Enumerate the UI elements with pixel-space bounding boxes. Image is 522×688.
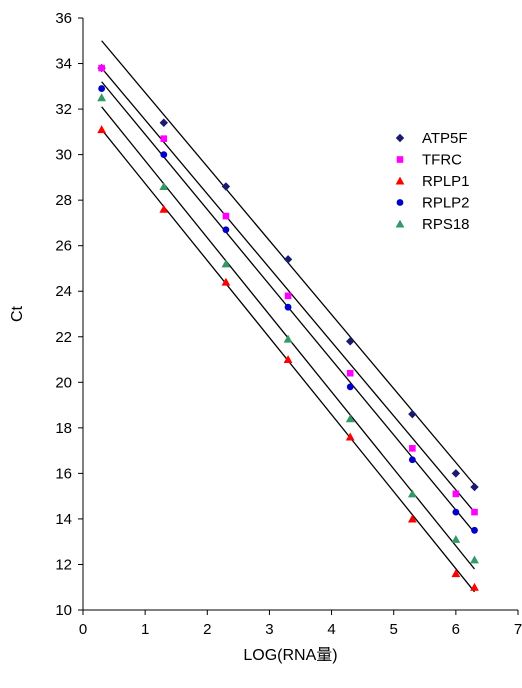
axes	[82, 18, 518, 611]
point-rplp1	[283, 355, 293, 364]
point-rps18	[470, 555, 479, 564]
point-rplp2	[222, 226, 230, 234]
y-tick-label: 32	[55, 101, 72, 118]
x-tick-label: 0	[79, 621, 87, 638]
point-tfrc	[346, 369, 354, 377]
point-atp5f	[470, 482, 479, 492]
point-rps18	[407, 489, 417, 498]
y-tick-label: 26	[55, 238, 72, 255]
point-atp5f	[451, 469, 461, 478]
point-tfrc	[222, 212, 230, 220]
legend-marker-rplp2	[396, 199, 404, 206]
point-atp5f	[221, 182, 231, 191]
x-tick-label: 5	[390, 621, 398, 638]
point-tfrc	[452, 490, 460, 498]
fit-line-tfrc	[101, 67, 475, 513]
x-tick-label: 1	[141, 621, 149, 638]
y-tick-label: 18	[55, 420, 72, 437]
legend-label-tfrc: TFRC	[422, 152, 462, 169]
point-atp5f	[408, 409, 417, 419]
point-rps18	[283, 334, 293, 343]
data-markers	[97, 63, 479, 591]
point-rplp2	[346, 383, 354, 391]
y-tick-label: 12	[55, 556, 72, 573]
point-rplp1	[451, 569, 461, 578]
x-tick-label: 4	[327, 621, 335, 638]
point-rplp1	[345, 432, 355, 441]
point-atp5f	[346, 337, 355, 346]
legend-label-rplp2: RPLP2	[422, 195, 470, 212]
legend: ATP5F TFRC RPLP1 RPLP2 RPS18	[395, 130, 470, 233]
point-tfrc	[284, 292, 292, 300]
y-tick-label: 24	[55, 283, 72, 300]
y-tick-label: 14	[55, 511, 72, 528]
point-rplp1	[407, 514, 417, 523]
point-rps18	[97, 93, 107, 102]
y-tick-label: 28	[55, 192, 72, 209]
point-rplp2	[160, 151, 168, 159]
x-tick-label: 7	[514, 621, 522, 638]
y-tick-label: 16	[55, 465, 72, 482]
legend-marker-rplp1	[395, 176, 405, 185]
point-tfrc	[409, 445, 416, 452]
y-tick-label: 34	[55, 56, 72, 73]
point-rps18	[221, 259, 231, 268]
point-tfrc	[98, 64, 105, 72]
point-tfrc	[160, 135, 168, 142]
point-rplp1	[97, 125, 107, 134]
point-rplp1	[221, 277, 231, 286]
point-rps18	[451, 535, 461, 543]
point-rplp2	[452, 508, 460, 516]
point-tfrc	[471, 508, 478, 516]
legend-label-rps18: RPS18	[422, 216, 470, 233]
y-tick-label: 36	[55, 10, 72, 27]
y-ticks: 10 12 14 16 18 20 22 24 26 28 30 32 34 36	[55, 10, 83, 619]
fit-lines	[101, 40, 476, 593]
x-axis-title: LOG(RNA量)	[243, 647, 337, 664]
point-atp5f	[159, 118, 168, 127]
point-rplp2	[98, 85, 106, 92]
y-tick-label: 30	[55, 147, 72, 164]
legend-marker-rps18	[395, 219, 405, 228]
point-rplp2	[408, 456, 416, 464]
legend-label-rplp1: RPLP1	[422, 173, 470, 190]
legend-marker-tfrc	[396, 156, 404, 163]
legend-marker-atp5f	[395, 133, 405, 143]
y-tick-label: 10	[55, 602, 72, 619]
y-tick-label: 22	[55, 329, 72, 346]
x-tick-label: 6	[452, 621, 460, 638]
point-rps18	[159, 182, 169, 191]
point-rplp1	[159, 204, 169, 213]
x-tick-label: 2	[203, 621, 211, 638]
y-tick-label: 20	[55, 374, 72, 391]
legend-label-atp5f: ATP5F	[422, 130, 468, 147]
y-axis-title: Ct	[9, 305, 26, 322]
point-rplp2	[284, 303, 292, 311]
x-tick-label: 3	[265, 621, 273, 638]
point-rplp1	[470, 582, 479, 591]
x-ticks: 0 1 2 3 4 5 6 7	[79, 610, 522, 638]
point-rps18	[345, 414, 355, 423]
point-rplp2	[471, 526, 478, 534]
point-atp5f	[283, 255, 293, 264]
